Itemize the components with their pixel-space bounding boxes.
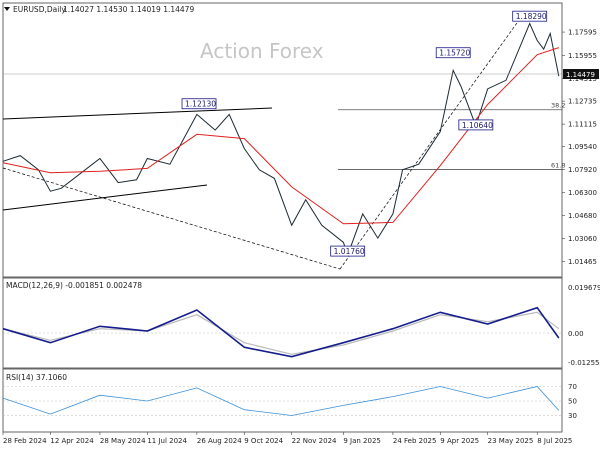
rsi-axis: 70 50 30	[3, 383, 577, 420]
rsi-panel-frame	[2, 368, 563, 433]
annotation-label: 1.12130	[185, 100, 216, 109]
date-tick-label: 28 Feb 2024	[3, 437, 47, 445]
macd-signal-line	[2, 311, 560, 355]
date-tick-label: 9 Apr 2025	[440, 437, 479, 445]
price-tick-label: 1.01465	[568, 258, 597, 266]
date-tick-label: 24 Feb 2025	[393, 437, 437, 445]
price-tick-label: 1.07920	[568, 166, 597, 174]
moving-average-line	[2, 47, 559, 225]
macd-title: MACD(12,26,9) -0.001851 0.002478	[6, 281, 142, 290]
rsi-title: RSI(14) 37.1060	[6, 373, 67, 382]
fib-levels: 38.2 61.8	[338, 102, 565, 170]
trendline	[2, 107, 273, 120]
annotation-box	[512, 10, 548, 22]
rsi-tick-label: 70	[568, 383, 577, 391]
date-tick-label: 28 May 2024	[100, 437, 146, 445]
price-tick-label: 1.14315	[568, 75, 597, 83]
rsi-line	[2, 386, 560, 416]
ohlc-label: 1.14027 1.14530 1.14019 1.14479	[63, 5, 194, 14]
annotation-box	[330, 245, 366, 257]
annotation-box	[181, 98, 217, 110]
price-tick-label: 1.04680	[568, 212, 597, 220]
macd-panel-frame	[2, 277, 563, 369]
macd-tick-label: 0.00	[568, 330, 584, 338]
trendline	[2, 184, 208, 211]
annotation-box	[458, 119, 494, 131]
price-axis: 1.17595 1.15955 1.14315 1.12735 1.11115 1.095…	[562, 29, 597, 266]
price-tick-label: 1.03060	[568, 235, 597, 243]
price-tick-label: 1.11115	[568, 121, 597, 129]
annotations: 1.12130 1.01760 1.15720 1.10640 1.18290	[181, 10, 548, 257]
macd-line	[2, 306, 560, 358]
date-axis: 28 Feb 2024 12 Apr 2024 28 May 2024 11 Jul …	[2, 432, 572, 445]
date-tick-label: 11 Jul 2024	[147, 437, 187, 445]
current-price-label: 1.14479	[566, 71, 595, 79]
annotation-box	[435, 47, 471, 59]
fib-label: 61.8	[551, 162, 565, 170]
price-tick-label: 1.09540	[568, 143, 597, 151]
annotation-label: 1.01760	[334, 247, 365, 256]
annotation-label: 1.10640	[462, 121, 493, 130]
current-price-box	[563, 69, 599, 79]
date-tick-label: 26 Aug 2024	[197, 437, 242, 445]
price-tick-label: 1.12735	[568, 98, 597, 106]
date-tick-label: 12 Apr 2024	[50, 437, 94, 445]
date-tick-label: 22 Nov 2024	[292, 437, 337, 445]
price-tick-label: 1.06300	[568, 189, 597, 197]
collapse-triangle-icon[interactable]	[4, 7, 10, 11]
price-tick-label: 1.17595	[568, 29, 597, 37]
trendline	[2, 167, 341, 270]
macd-tick-label: 0.019679	[568, 284, 600, 292]
price-tick-label: 1.15955	[568, 52, 597, 60]
rsi-tick-label: 50	[568, 398, 577, 406]
trendline	[339, 15, 523, 270]
symbol-label: EURUSD,Daily	[13, 5, 66, 14]
rsi-tick-label: 30	[568, 412, 577, 420]
price-series-line	[2, 22, 560, 257]
watermark: Action Forex	[200, 39, 324, 63]
macd-axis: 0.019679 0.00 -0.012552	[568, 284, 600, 367]
date-tick-label: 9 Jan 2025	[343, 437, 381, 445]
date-tick-label: 9 Oct 2024	[244, 437, 283, 445]
date-tick-label: 8 Jul 2025	[537, 437, 572, 445]
fib-label: 38.2	[551, 102, 565, 110]
price-panel-frame	[2, 2, 563, 278]
date-tick-label: 23 May 2025	[488, 437, 534, 445]
annotation-label: 1.18290	[516, 12, 547, 21]
macd-tick-label: -0.012552	[568, 359, 600, 367]
annotation-label: 1.15720	[439, 49, 470, 58]
